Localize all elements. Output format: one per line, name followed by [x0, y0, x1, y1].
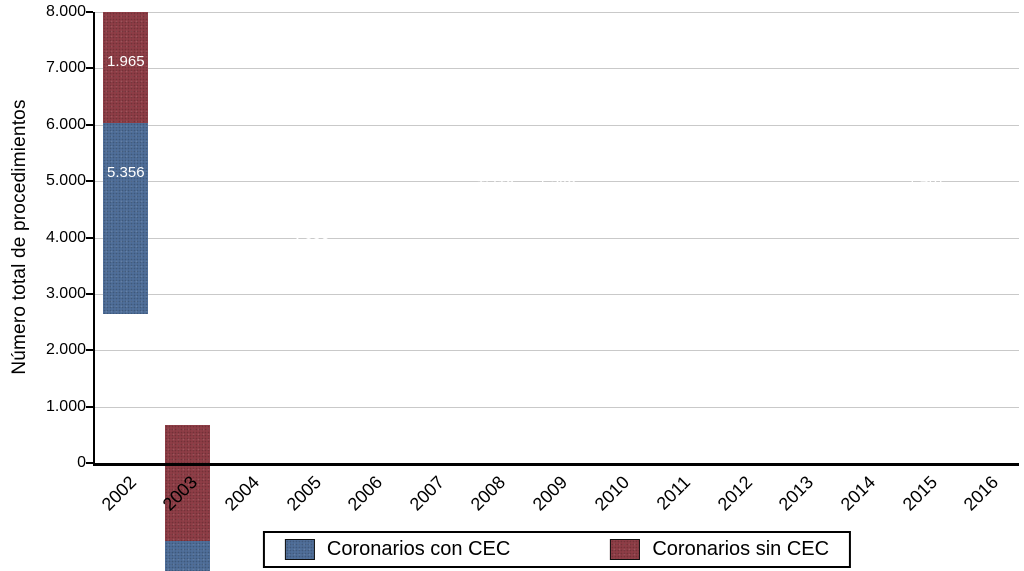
plot-area: 5.356 1.965 4.735 2.063 4.735 1.901 4.092 1.606…: [95, 12, 1019, 571]
bar-value-label-con-cec: 3.624: [415, 261, 453, 279]
legend-swatch-con-cec: [284, 539, 315, 560]
bar-segment-sin-cec: [103, 12, 149, 123]
gridline: [95, 68, 1019, 70]
bar-value-label-sin-cec: 1.416: [476, 170, 515, 188]
bar-value-label-con-cec: 3.757: [907, 254, 946, 272]
x-tick-label: 2009: [528, 472, 572, 515]
bar-value-label-sin-cec: 1.606: [291, 144, 330, 162]
bar-value-label-con-cec: 3.420: [784, 273, 823, 291]
y-tick-mark: [86, 11, 93, 13]
bar-value-label-con-cec: 3.389: [846, 274, 884, 292]
x-tick-label: 2002: [97, 472, 140, 515]
y-tick-label: 8.000: [45, 3, 86, 20]
bar-value-label-con-cec: 4.735: [230, 199, 268, 217]
bar-value-label-sin-cec: 1.560: [846, 187, 884, 204]
bar-value-label-con-cec: 5.356: [107, 164, 145, 182]
bar-value-label-sin-cec: 1.432: [969, 182, 1007, 200]
gridline: [95, 124, 1019, 126]
bar-value-label-sin-cec: 1.503: [353, 167, 391, 185]
bar-value-label-con-cec: 3.534: [723, 266, 761, 284]
bar-value-label-sin-cec: 1.409: [723, 187, 761, 205]
y-tick-label: 1.000: [45, 397, 86, 415]
x-tick-label: 2010: [590, 472, 633, 515]
y-tick-label: 0: [77, 454, 86, 471]
gridline: [95, 293, 1019, 295]
y-tick-mark: [86, 349, 93, 352]
bar-value-label-sin-cec: 1.478: [599, 165, 638, 183]
bar-value-label-sin-cec: 1.467: [907, 171, 946, 189]
y-tick-label: 3.000: [45, 284, 86, 302]
legend-item-con-cec: Coronarios con CEC: [284, 538, 511, 561]
legend-label-con-cec: Coronarios con CEC: [326, 538, 511, 560]
x-tick-label: 2005: [282, 472, 325, 515]
bar-value-label-con-cec: 3.654: [538, 260, 576, 277]
bar-segment-sin-cec: [164, 424, 210, 542]
gridline: [95, 12, 1019, 13]
y-tick-mark: [86, 292, 93, 295]
bar-value-label-sin-cec: 1.548: [538, 172, 576, 190]
gridline: [95, 350, 1019, 352]
y-axis-line: [93, 12, 95, 466]
bar-value-label-con-cec: 4.735: [168, 199, 207, 217]
bar-value-label-con-cec: 3.827: [476, 250, 515, 268]
legend-label-sin-cec: Coronarios sin CEC: [652, 538, 830, 560]
x-tick-label: 2014: [836, 472, 880, 515]
legend-swatch-sin-cec: [610, 539, 641, 560]
bar-value-label-sin-cec: 2.063: [168, 82, 207, 100]
bar-value-label-con-cec: 3.593: [969, 263, 1007, 281]
y-tick-label: 7.000: [45, 59, 86, 77]
y-tick-mark: [86, 462, 93, 464]
bar-value-label-sin-cec: 1.492: [784, 189, 823, 207]
chart-legend: Coronarios con CEC Coronarios sin CEC: [262, 531, 852, 568]
bar-value-label-sin-cec: 1.377: [415, 184, 453, 202]
gridline: [95, 181, 1019, 183]
x-tick-label: 2015: [898, 472, 941, 515]
bar-value-label-sin-cec: 1.366: [661, 183, 699, 201]
legend-item-sin-cec: Coronarios sin CEC: [610, 538, 829, 561]
y-tick-mark: [86, 180, 93, 183]
x-tick-label: 2012: [713, 472, 756, 515]
x-tick-label: 2008: [467, 472, 510, 515]
y-tick-label: 2.000: [45, 341, 86, 359]
x-axis-line: [93, 463, 1019, 466]
bar-value-label-sin-cec: 1.965: [107, 53, 145, 71]
bar-value-label-con-cec: 4.092: [291, 235, 330, 253]
y-tick-label: 5.000: [45, 172, 86, 190]
bar-value-label-con-cec: 3.846: [599, 249, 638, 267]
y-tick-label: 6.000: [45, 115, 86, 133]
x-tick-label: 2007: [405, 472, 448, 515]
bar-value-label-con-cec: 3.644: [661, 260, 699, 278]
bar-value-label-con-cec: 3.787: [353, 252, 391, 270]
bar-value-label-sin-cec: 1.901: [230, 91, 268, 109]
x-tick-label: 2006: [343, 472, 387, 515]
gridline: [95, 406, 1019, 408]
gridline: [95, 237, 1019, 239]
y-tick-label: 4.000: [45, 228, 86, 246]
y-tick-mark: [86, 405, 93, 408]
y-tick-mark: [86, 67, 93, 70]
x-tick-label: 2013: [775, 472, 818, 515]
x-tick-label: 2011: [652, 472, 695, 514]
y-tick-mark: [86, 236, 93, 239]
y-tick-mark: [86, 123, 93, 126]
x-tick-label: 2016: [959, 472, 1003, 515]
